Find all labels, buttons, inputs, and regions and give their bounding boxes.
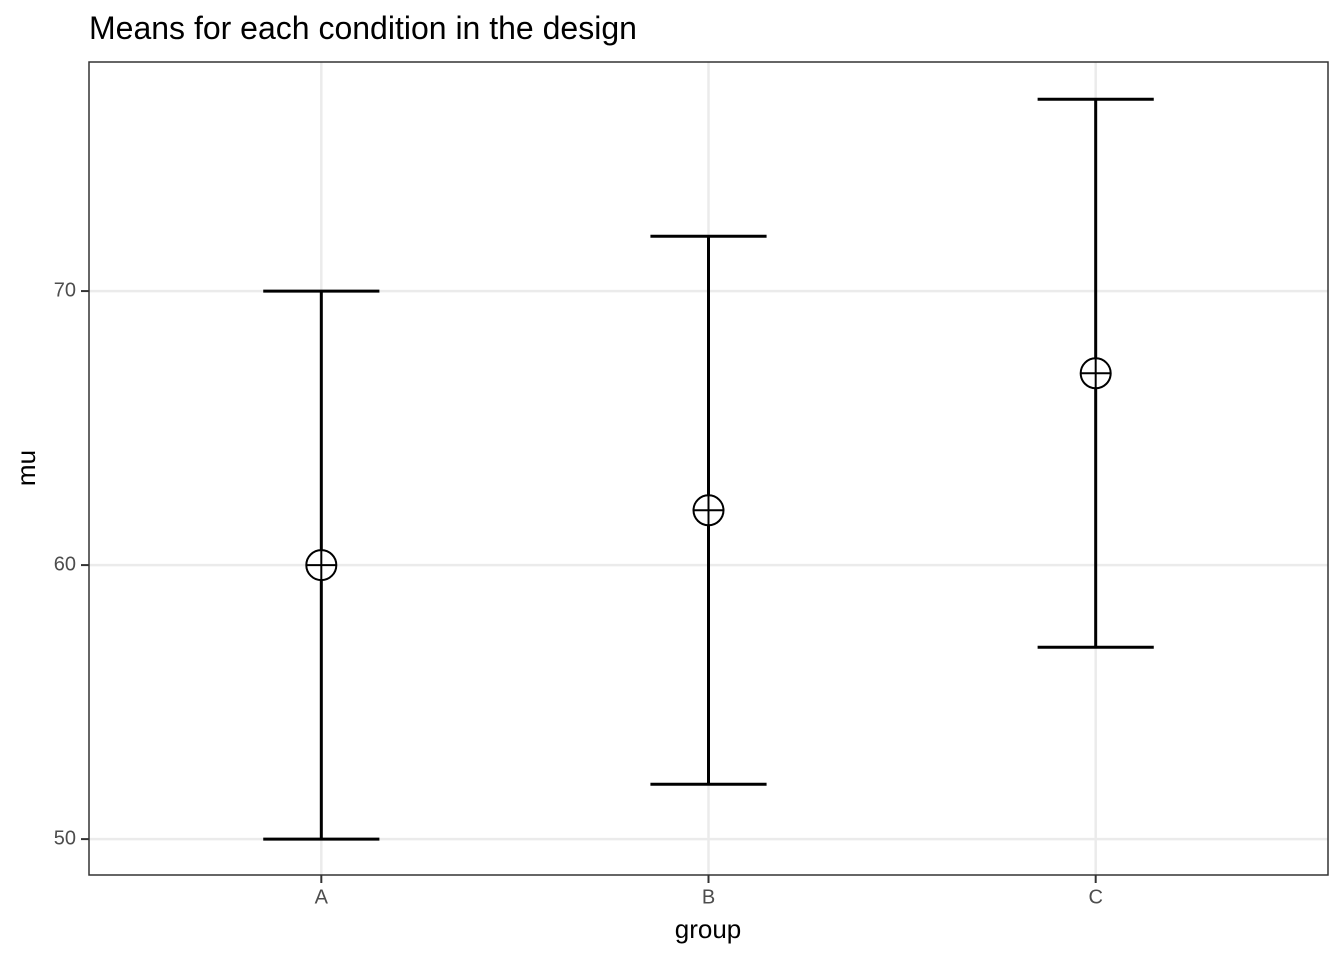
mean-point — [692, 494, 725, 527]
y-tick-label: 60 — [54, 553, 76, 575]
mean-point-part — [1080, 358, 1111, 389]
mean-point — [305, 549, 338, 582]
y-tick-label: 50 — [54, 827, 76, 849]
x-tick-label: B — [702, 886, 715, 908]
mean-point-part — [306, 550, 337, 581]
mean-point — [1079, 357, 1112, 390]
y-axis-title: mu — [11, 450, 41, 486]
x-axis-title: group — [675, 914, 742, 944]
plot-border — [88, 61, 1329, 876]
x-tick-label: C — [1088, 886, 1102, 908]
x-tick-label: A — [315, 886, 329, 908]
y-tick-label: 70 — [54, 279, 76, 301]
mean-point-part — [693, 495, 724, 526]
chart-title: Means for each condition in the design — [89, 10, 637, 46]
